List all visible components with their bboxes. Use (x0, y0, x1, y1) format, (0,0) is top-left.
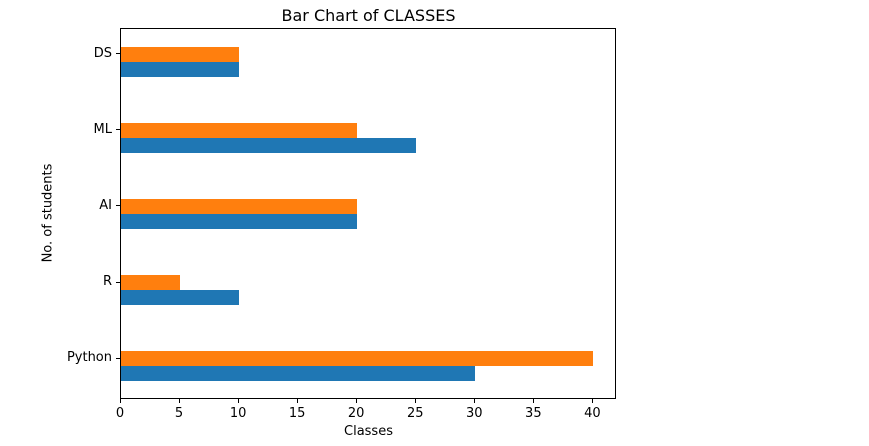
y-tick-label-r: R (102, 274, 112, 290)
bar-ds-orange (121, 46, 240, 62)
y-tick-label-python: Python (66, 350, 112, 366)
x-tick-label-30: 30 (466, 406, 483, 421)
bar-ml-orange (121, 122, 358, 138)
y-tick-mark-r (116, 281, 120, 283)
x-tick-mark-35 (533, 399, 535, 403)
bar-r-blue (121, 290, 240, 306)
x-tick-mark-5 (179, 399, 181, 403)
chart-title: Bar Chart of CLASSES (281, 6, 456, 25)
x-tick-mark-25 (415, 399, 417, 403)
y-tick-label-ds: DS (93, 45, 112, 61)
bar-ai-orange (121, 198, 358, 214)
y-tick-mark-ai (116, 205, 120, 207)
x-axis-label: Classes (344, 424, 393, 439)
x-tick-label-25: 25 (406, 406, 424, 421)
x-tick-label-5: 5 (174, 406, 184, 421)
x-tick-label-15: 15 (288, 406, 306, 421)
bar-ai-blue (121, 213, 358, 229)
x-tick-mark-40 (592, 399, 594, 403)
x-tick-mark-30 (474, 399, 476, 403)
x-tick-mark-20 (356, 399, 358, 403)
y-tick-mark-ds (116, 53, 120, 54)
bar-ds-blue (121, 61, 240, 77)
x-tick-label-35: 35 (525, 406, 542, 421)
bar-r-orange (121, 275, 181, 291)
x-tick-label-0: 0 (115, 406, 125, 421)
y-axis-label: No. of students (40, 163, 56, 263)
plot-area (120, 28, 616, 399)
x-tick-mark-0 (120, 399, 121, 403)
y-tick-label-ai: AI (99, 197, 112, 213)
bar-ml-blue (121, 137, 417, 153)
bar-python-orange (121, 351, 594, 367)
x-tick-label-40: 40 (584, 406, 601, 421)
y-tick-label-ml: ML (93, 121, 112, 137)
bar-python-blue (121, 366, 476, 382)
x-tick-label-20: 20 (347, 406, 365, 421)
x-tick-mark-10 (238, 399, 240, 403)
x-tick-label-10: 10 (229, 406, 247, 421)
y-tick-mark-python (116, 357, 120, 359)
x-tick-mark-15 (297, 399, 299, 403)
y-tick-mark-ml (116, 129, 120, 131)
